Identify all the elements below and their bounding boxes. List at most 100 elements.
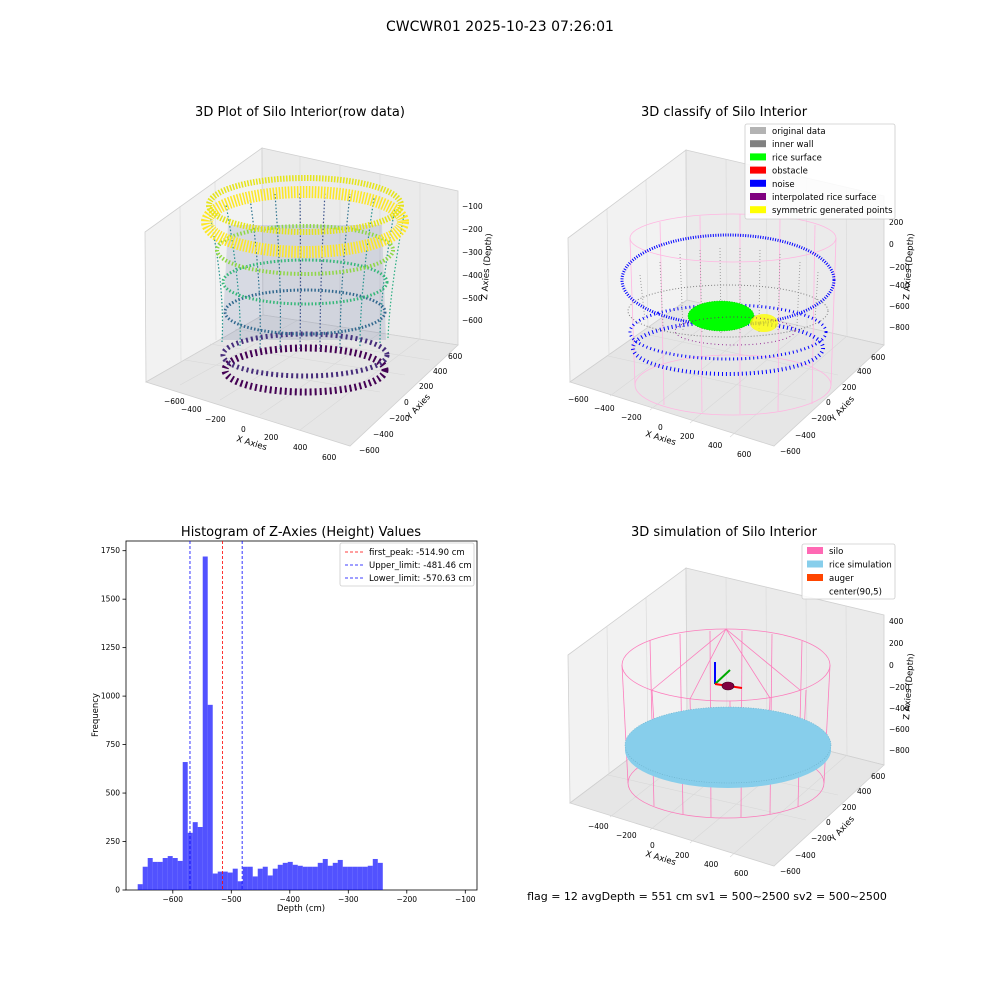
histogram-bar bbox=[257, 868, 263, 890]
panel-simulation-legend: silo rice simulation auger center(90,5) bbox=[801, 543, 896, 600]
histogram-bar bbox=[262, 866, 268, 890]
histogram-yticks: 0 250 500 750 1000 1250 1500 1750 bbox=[101, 546, 126, 895]
histogram-bar bbox=[267, 875, 273, 890]
histogram-bar bbox=[147, 858, 153, 890]
histogram-ytick-label: 0 bbox=[115, 886, 120, 895]
legend-swatch bbox=[750, 166, 766, 174]
panel-raw-ztick: −500 bbox=[462, 294, 483, 303]
panel-classify-3d: 3D classify of Silo Interior bbox=[567, 105, 917, 459]
histogram-bar bbox=[212, 873, 218, 890]
panel-classify-legend: original data inner wall rice surface obsta… bbox=[744, 123, 896, 220]
histogram-bar bbox=[247, 866, 253, 890]
histogram-xticks: −600 −500 −400 −300 −200 −100 bbox=[162, 890, 476, 904]
panel-simulation-xtick: −200 bbox=[616, 831, 637, 840]
histogram-plot-area bbox=[125, 540, 478, 891]
panel-classify-ztick: 0 bbox=[889, 240, 894, 249]
histogram-bar bbox=[282, 862, 288, 890]
panel-raw-xtick: 0 bbox=[241, 425, 246, 434]
panel-raw-xtick: 600 bbox=[322, 453, 337, 462]
figure-suptitle: CWCWR01 2025-10-23 07:26:01 bbox=[386, 19, 614, 35]
histogram-bar bbox=[142, 866, 148, 890]
panel-classify-xtick: 200 bbox=[680, 432, 695, 441]
histogram-xtick-label: −500 bbox=[221, 895, 242, 904]
panel-simulation-ytick: −200 bbox=[811, 834, 832, 843]
histogram-bar bbox=[222, 871, 228, 890]
panel-raw-points bbox=[201, 175, 409, 396]
histogram-title: Histogram of Z-Axies (Height) Values bbox=[181, 525, 421, 540]
histogram-bar bbox=[337, 859, 343, 890]
histogram-bar bbox=[217, 871, 223, 890]
legend-label: auger bbox=[829, 574, 854, 584]
histogram-ytick-label: 1500 bbox=[101, 595, 120, 604]
panel-raw-ytick: 0 bbox=[404, 398, 409, 407]
histogram-xtick-label: −200 bbox=[396, 895, 417, 904]
panel-classify-zticks: 200 0 −200 −400 −600 −800 Z Axies (Depth… bbox=[889, 218, 917, 332]
panel-simulation-title: 3D simulation of Silo Interior bbox=[631, 525, 818, 540]
panel-classify-xtick: −200 bbox=[621, 413, 642, 422]
panel-simulation-ztick: −800 bbox=[889, 746, 910, 755]
histogram-ytick-label: 1750 bbox=[101, 546, 120, 555]
panel-classify-ztick: −800 bbox=[889, 323, 910, 332]
panel-raw-ytick: 400 bbox=[433, 367, 448, 376]
histogram-bar bbox=[172, 858, 178, 890]
histogram-xtick-label: −400 bbox=[279, 895, 300, 904]
histogram-bar bbox=[327, 865, 333, 890]
histogram-bar bbox=[242, 866, 248, 890]
panel-simulation-ztick: 0 bbox=[889, 661, 894, 670]
panel-raw-ztick: −300 bbox=[462, 248, 483, 257]
panel-raw-title: 3D Plot of Silo Interior(row data) bbox=[195, 105, 405, 120]
panel-raw-xtick: −400 bbox=[181, 405, 202, 414]
panel-classify-ytick: 600 bbox=[871, 353, 886, 362]
panel-classify-points bbox=[620, 213, 837, 416]
panel-raw-ytick: 200 bbox=[419, 382, 434, 391]
legend-label: symmetric generated points bbox=[772, 206, 893, 216]
panel-classify-xtick: 400 bbox=[708, 441, 723, 450]
panel-classify-zlabel: Z Axies (Depth) bbox=[902, 233, 917, 300]
histogram-bar bbox=[352, 866, 358, 890]
legend-label: Upper_limit: -481.46 cm bbox=[369, 561, 472, 571]
histogram-bar bbox=[292, 864, 298, 890]
panel-classify-ytick: −400 bbox=[795, 431, 816, 440]
status-footer: flag = 12 avgDepth = 551 cm sv1 = 500~25… bbox=[527, 890, 887, 903]
panel-raw-ztick: −600 bbox=[462, 316, 483, 325]
panel-simulation-ytick: −600 bbox=[780, 867, 801, 876]
panel-classify-xlabel: X Axies bbox=[644, 429, 677, 448]
panel-classify-title: 3D classify of Silo Interior bbox=[641, 105, 808, 120]
histogram-bar bbox=[272, 868, 278, 890]
legend-label: noise bbox=[772, 180, 795, 190]
panel-raw-zlabel: Z Axies (Depth) bbox=[480, 233, 495, 300]
histogram-bar bbox=[182, 762, 188, 890]
panel-simulation-zticks: 400 200 0 −200 −400 −600 −800 Z Axies (D… bbox=[889, 617, 917, 755]
panel-simulation-xtick: −400 bbox=[588, 822, 609, 831]
legend-swatch bbox=[750, 153, 766, 161]
histogram-bar bbox=[377, 862, 383, 890]
legend-frame bbox=[744, 123, 896, 220]
legend-swatch bbox=[807, 547, 823, 554]
histogram-xtick-label: −100 bbox=[455, 895, 476, 904]
panel-simulation-xtick: 0 bbox=[650, 841, 655, 850]
panel-simulation-ytick: 400 bbox=[857, 787, 872, 796]
panel-raw-xtick: −200 bbox=[205, 415, 226, 424]
histogram-ylabel: Frequency bbox=[91, 693, 101, 737]
panel-classify-ytick: −600 bbox=[780, 447, 801, 456]
histogram-bar bbox=[137, 884, 143, 890]
panel-simulation-ytick: −400 bbox=[795, 851, 816, 860]
panel-simulation-xtick: 400 bbox=[704, 860, 719, 869]
panel-simulation-ytick: 0 bbox=[826, 818, 831, 827]
panel-raw-xtick: 200 bbox=[264, 433, 279, 442]
panel-classify-xtick: −400 bbox=[594, 404, 615, 413]
legend-label: interpolated rice surface bbox=[772, 193, 877, 203]
histogram-ytick-label: 500 bbox=[106, 789, 121, 798]
legend-label: Lower_limit: -570.63 cm bbox=[369, 574, 471, 584]
panel-raw-ytick: −400 bbox=[373, 430, 394, 439]
panel-simulation-ztick: −200 bbox=[889, 683, 910, 692]
panel-raw-zticks: −100 −200 −300 −400 −500 −600 Z Axies (D… bbox=[462, 202, 495, 325]
histogram-bar bbox=[167, 856, 173, 890]
histogram-ytick-label: 1000 bbox=[101, 692, 120, 701]
legend-swatch bbox=[750, 193, 766, 200]
panel-raw-ztick: −400 bbox=[462, 271, 483, 280]
histogram-bar bbox=[322, 858, 328, 890]
histogram-bar bbox=[277, 864, 283, 890]
panel-raw-ztick: −100 bbox=[462, 202, 483, 211]
